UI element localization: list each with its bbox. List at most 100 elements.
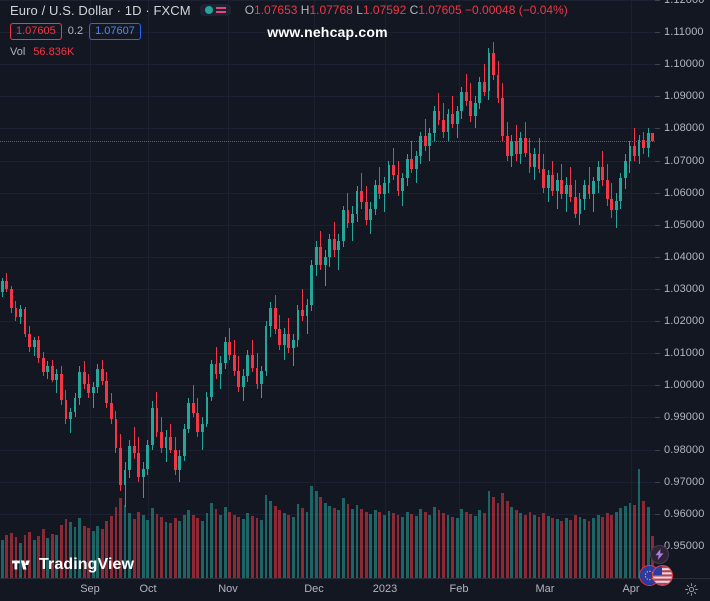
candle-body: [273, 308, 277, 330]
volume-bar: [342, 498, 345, 578]
price-tick-label: 0.99000: [664, 411, 705, 424]
price-tick-label: 0.97000: [664, 475, 705, 488]
price-tick-mark: [655, 289, 660, 290]
volume-bar: [119, 498, 122, 578]
candle-body: [351, 213, 354, 224]
gridline-horizontal: [0, 513, 655, 515]
candle-body: [319, 247, 323, 265]
candle-body: [596, 166, 600, 182]
candle-body: [323, 256, 327, 265]
volume-bar: [473, 516, 477, 578]
volume-bar: [69, 522, 72, 578]
candle-body: [332, 239, 336, 251]
volume-bar: [573, 514, 577, 578]
candle-body: [628, 146, 632, 161]
price-tick-label: 1.08000: [664, 122, 705, 135]
volume-bar: [396, 515, 400, 578]
tradingview-logo[interactable]: TradingView: [12, 556, 134, 574]
volume-bar: [619, 507, 623, 578]
gridline-horizontal: [0, 96, 655, 98]
candle-body: [210, 364, 213, 397]
ohlc-high-key: H: [300, 3, 310, 17]
volume-bar: [451, 516, 454, 578]
currency-flag-pair[interactable]: [639, 565, 673, 586]
volume-bar: [514, 510, 518, 578]
volume-bar: [373, 510, 377, 578]
candle-wick: [324, 250, 326, 286]
volume-bar: [55, 535, 59, 578]
volume-bar: [187, 510, 191, 578]
gridline-vertical: [385, 0, 386, 578]
ohlc-high-value: 1.07768: [309, 3, 353, 17]
candle-body: [610, 199, 614, 211]
price-tick-label: 1.10000: [664, 58, 705, 71]
ohlc-open-key: O: [244, 3, 255, 17]
candle-body: [542, 168, 545, 188]
candle-body: [251, 354, 254, 368]
bolt-glyph: [655, 549, 664, 560]
symbol-title[interactable]: Euro / U.S. Dollar · 1D · FXCM: [10, 2, 191, 18]
volume-bar: [210, 502, 213, 578]
candle-body: [578, 199, 582, 214]
candle-wick: [438, 93, 440, 126]
candle-body: [46, 366, 50, 372]
candle-wick: [465, 73, 467, 106]
volume-bar: [564, 518, 568, 578]
bid-price-badge[interactable]: 1.07605: [10, 22, 62, 40]
price-tick-mark: [655, 0, 660, 1]
volume-bar: [214, 509, 218, 578]
volume-bar: [146, 519, 150, 578]
candle-body: [533, 154, 536, 167]
time-tick-label: Dec: [304, 583, 324, 595]
candle-body: [178, 455, 182, 471]
candle-body: [646, 133, 650, 148]
volume-bar: [551, 517, 555, 578]
volume-bar: [455, 518, 459, 578]
price-tick-mark: [655, 32, 660, 34]
candle-body: [32, 340, 36, 348]
candle-body: [342, 210, 345, 241]
price-tick-mark: [655, 417, 660, 419]
time-tick-label: 2023: [372, 583, 398, 595]
candle-body: [405, 158, 409, 179]
equals-icon: [215, 6, 226, 14]
gridline-horizontal: [0, 385, 655, 387]
candle-body: [373, 184, 377, 209]
candle-body: [282, 333, 286, 346]
candle-body: [583, 184, 586, 200]
settings-gear-icon[interactable]: [685, 583, 698, 596]
volume-bar: [273, 505, 277, 578]
time-axis[interactable]: Sep Oct Nov Dec 2023 Feb Mar Apr: [0, 578, 710, 601]
candle-body: [519, 138, 523, 155]
volume-bar: [369, 513, 373, 578]
volume-bar: [432, 507, 436, 578]
chart-plot-area[interactable]: [0, 0, 655, 578]
market-status-group[interactable]: [199, 4, 231, 16]
candle-wick: [352, 205, 354, 241]
gridline-horizontal: [0, 353, 655, 355]
volume-label: Vol: [10, 46, 26, 58]
price-tick-label: 1.01000: [664, 347, 705, 360]
volume-bar: [28, 531, 31, 578]
lightning-bolt-icon[interactable]: [650, 545, 669, 564]
price-axis[interactable]: 1.07605 13:27:45 56.836K 1.120001.110001…: [655, 0, 710, 578]
volume-bar: [360, 509, 363, 578]
volume-bar: [78, 517, 81, 578]
volume-bar: [523, 514, 527, 578]
price-tick-mark: [655, 321, 660, 323]
candle-body: [287, 333, 291, 349]
volume-bar: [337, 510, 341, 578]
volume-bar: [378, 512, 382, 578]
us-flag-icon: [652, 565, 673, 586]
volume-bar: [178, 521, 182, 578]
price-tick-label: 0.95000: [664, 539, 705, 552]
volume-bar: [410, 513, 414, 578]
candle-body: [187, 402, 191, 429]
volume-bar: [14, 537, 18, 578]
ask-price-badge[interactable]: 1.07607: [89, 22, 141, 40]
candle-body: [355, 191, 359, 214]
candle-body: [337, 240, 341, 251]
candle-body: [605, 179, 609, 200]
volume-bar: [464, 511, 468, 578]
candle-body: [264, 325, 268, 371]
